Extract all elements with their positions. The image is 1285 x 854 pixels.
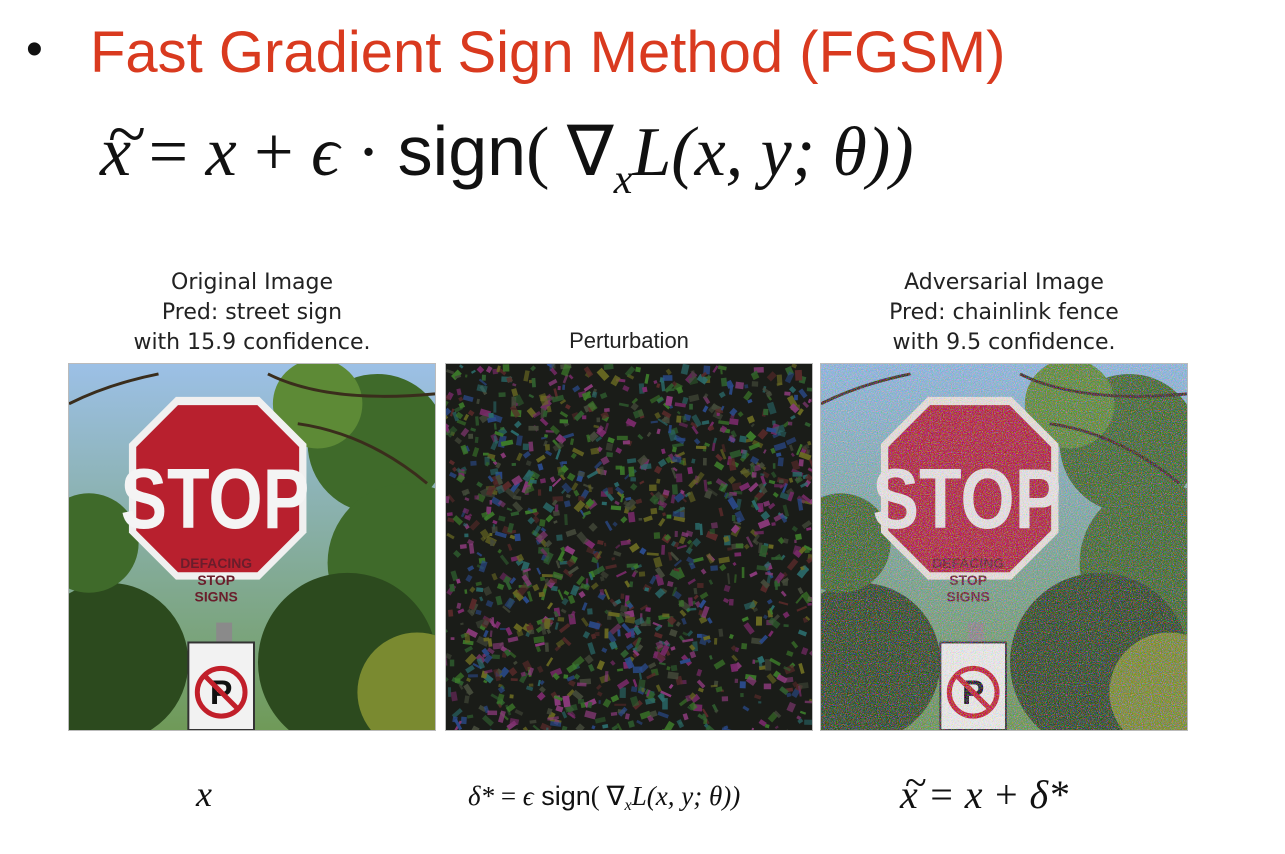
original-label: x	[196, 774, 212, 814]
formula-x: x	[205, 114, 237, 191]
formula-args: (x, y; θ))	[671, 114, 914, 191]
perturbation-formula: δ* = ϵ sign( ∇xL(x, y; θ))	[468, 781, 741, 814]
formula-open-paren: (	[526, 114, 567, 191]
svg-text:DEFACING: DEFACING	[180, 555, 252, 571]
svg-text:STOP: STOP	[197, 572, 235, 588]
svg-text:SIGNS: SIGNS	[195, 589, 238, 605]
formula-plus: +	[236, 114, 312, 191]
svg-text:SIGNS: SIGNS	[947, 589, 990, 605]
formula-nabla-subscript: x	[613, 157, 633, 203]
adversarial-image-caption: Adversarial Image Pred: chainlink fence …	[889, 270, 1119, 355]
svg-text:STOP: STOP	[949, 572, 987, 588]
formula-loss: L	[632, 114, 672, 191]
original-image-caption: Original Image Pred: street sign with 15…	[133, 270, 371, 355]
adversarial-formula: ~ x = x + δ*	[900, 760, 1069, 817]
stop-sign-photo: STOP DEFACING STOP SIGNS P	[69, 364, 435, 730]
fgsm-formula: ~ x = x + ϵ · sign( ∇xL(x, y; θ))	[100, 96, 914, 203]
noise-pattern	[446, 364, 812, 730]
formula-nabla: ∇	[566, 114, 614, 191]
svg-text:DEFACING: DEFACING	[932, 555, 1004, 571]
perturbation-image	[445, 363, 813, 731]
formula-epsilon: ϵ	[311, 114, 340, 191]
adversarial-image: STOP DEFACING STOP SIGNS P	[820, 363, 1188, 731]
formula-equals: =	[131, 114, 206, 191]
adversarial-stop-sign-text: STOP	[872, 450, 1061, 546]
formula-dot: ·	[339, 114, 398, 191]
stop-sign-text: STOP	[120, 450, 309, 546]
formula-sign: sign	[397, 112, 527, 190]
bullet: •	[26, 23, 43, 76]
slide-title: Fast Gradient Sign Method (FGSM)	[90, 20, 1006, 85]
formula-x-tilde: ~ x	[100, 96, 146, 191]
perturbation-caption: Perturbation	[569, 328, 689, 353]
stop-sign-adversarial: STOP DEFACING STOP SIGNS P	[821, 364, 1187, 730]
original-image: STOP DEFACING STOP SIGNS P	[68, 363, 436, 731]
